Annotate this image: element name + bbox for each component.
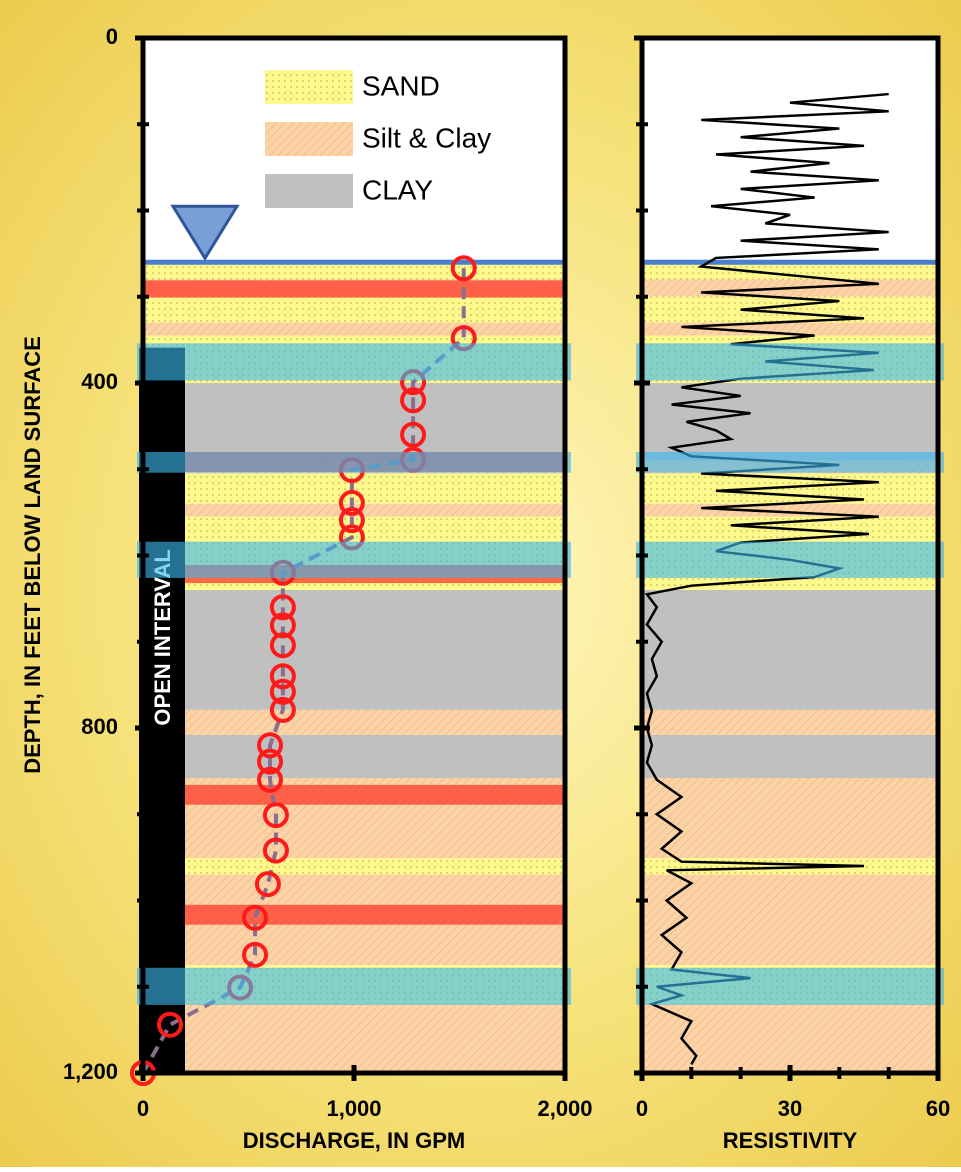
lithology-layer [143, 734, 565, 779]
lithology-pattern [143, 858, 565, 875]
discharge-point [257, 748, 284, 775]
lithology-pattern [143, 709, 565, 735]
x-tick-label: 2,000 [537, 1096, 592, 1121]
lithology-pattern [642, 1004, 938, 1073]
pumping-zone [143, 280, 565, 298]
highlight-zone [137, 343, 571, 381]
discharge-point [400, 387, 427, 414]
highlight-zone [137, 967, 571, 1005]
x-tick-label: 0 [636, 1096, 648, 1121]
discharge-point [257, 766, 284, 793]
discharge-point [242, 904, 269, 931]
lithology-layer [143, 590, 565, 710]
discharge-point [269, 678, 296, 705]
x-tick-label: 60 [926, 1096, 950, 1121]
y-tick-label: 1,200 [63, 1059, 118, 1084]
highlight-zone [137, 452, 571, 473]
legend-swatch-pattern [265, 122, 353, 156]
lithology-pattern [642, 874, 938, 966]
water-table-symbol [170, 204, 240, 262]
y-axis-title: DEPTH, IN FEET BELOW LAND SURFACE [20, 336, 45, 774]
legend-swatch-pattern [265, 70, 353, 104]
y-tick-label: 0 [106, 24, 118, 49]
lithology-layer [642, 590, 938, 710]
legend-swatch [265, 174, 353, 208]
discharge-point [157, 1011, 184, 1038]
open-interval-label: OPEN INTERVAL [150, 549, 175, 725]
lithology-pattern [143, 262, 565, 280]
discharge-point [269, 632, 296, 659]
x-tick-label: 0 [137, 1096, 149, 1121]
legend-label: SAND [362, 70, 440, 101]
pumping-zone [143, 904, 565, 925]
y-tick-label: 800 [81, 714, 118, 739]
lithology-pattern [642, 503, 938, 517]
lithology-layer [642, 734, 938, 779]
discharge-point [269, 612, 296, 639]
discharge-point [338, 489, 365, 516]
discharge-point [269, 594, 296, 621]
discharge-point [242, 941, 269, 968]
y-tick-label: 400 [81, 369, 118, 394]
x-axis-title: DISCHARGE, IN GPM [243, 1128, 465, 1153]
pumping-zone [143, 784, 565, 805]
discharge-point [450, 255, 477, 282]
x-axis-title: RESISTIVITY [723, 1128, 858, 1153]
discharge-point [269, 663, 296, 690]
discharge-point [338, 507, 365, 534]
discharge-point [400, 421, 427, 448]
highlight-zone [636, 967, 944, 1005]
lithology-pattern [642, 709, 938, 735]
lithology-pattern [642, 262, 938, 280]
discharge-point [254, 871, 281, 898]
discharge-point [262, 837, 289, 864]
x-tick-label: 1,000 [326, 1096, 381, 1121]
legend-label: CLAY [362, 174, 433, 205]
highlight-zone [636, 541, 944, 578]
highlight-zone [636, 452, 944, 473]
lithology-layer [143, 383, 565, 461]
discharge-point [269, 696, 296, 723]
lithology-pattern [143, 473, 565, 504]
lithology-pattern [642, 296, 938, 323]
x-tick-label: 30 [778, 1096, 802, 1121]
lithology-pattern [143, 1004, 565, 1073]
discharge-point [257, 732, 284, 759]
highlight-zone [137, 541, 571, 578]
legend-label: Silt & Clay [362, 122, 491, 153]
lithology-pattern [642, 778, 938, 859]
lithology-pattern [143, 296, 565, 323]
discharge-point [262, 802, 289, 829]
resistivity-line [644, 92, 889, 1066]
highlight-zone [636, 343, 944, 381]
lithology-pattern [143, 322, 565, 336]
